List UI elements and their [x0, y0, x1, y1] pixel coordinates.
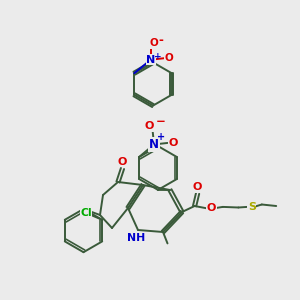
Text: O: O	[164, 53, 173, 63]
Text: S: S	[248, 202, 256, 212]
Text: N: N	[149, 138, 159, 151]
Text: O: O	[168, 138, 178, 148]
Text: NH: NH	[128, 233, 146, 243]
Text: +: +	[154, 52, 161, 61]
Text: O: O	[149, 38, 158, 48]
Text: O: O	[193, 182, 202, 192]
Text: -: -	[158, 34, 163, 47]
Text: O: O	[144, 122, 154, 131]
Text: −: −	[156, 115, 166, 128]
Text: Cl: Cl	[80, 208, 92, 218]
Text: O: O	[118, 157, 127, 167]
Text: +: +	[157, 132, 165, 142]
Text: O: O	[207, 203, 216, 213]
Text: N: N	[146, 55, 155, 65]
